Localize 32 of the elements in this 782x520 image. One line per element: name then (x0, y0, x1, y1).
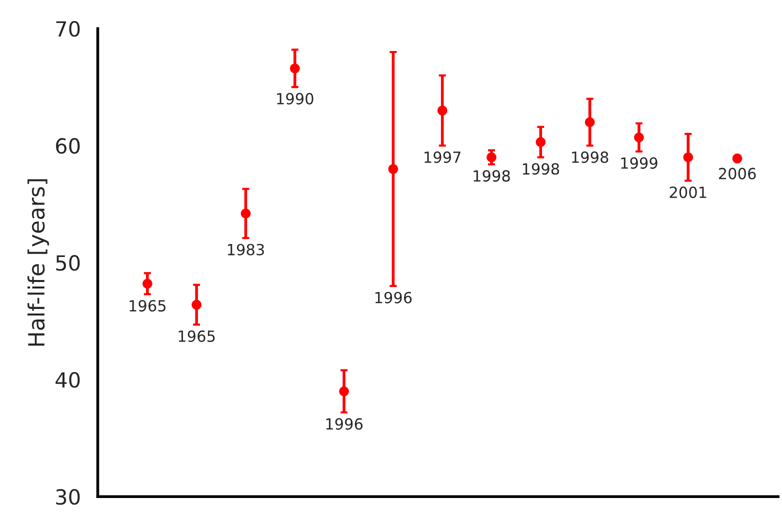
annotation: 1999 (621, 157, 658, 169)
point (732, 154, 742, 164)
point (142, 278, 152, 289)
annotation: 1996 (375, 292, 412, 304)
annotation: 1965 (130, 300, 166, 312)
point (683, 152, 694, 162)
point (388, 164, 398, 174)
point (339, 386, 349, 396)
point (290, 63, 300, 74)
point (634, 132, 644, 142)
annotation: 2006 (718, 168, 756, 180)
y-tick-label: 30 (56, 489, 80, 505)
point (486, 152, 496, 162)
annotation: 1965 (178, 330, 215, 342)
y-axis-title: Half-life [years] (28, 179, 50, 346)
annotation: 1998 (474, 170, 510, 182)
y-tick-label: 40 (56, 372, 80, 388)
point (536, 137, 546, 147)
annotation: 1998 (522, 163, 560, 175)
y-tick-label: 60 (56, 138, 80, 154)
annotation: 1996 (326, 418, 363, 430)
annotation: 1983 (228, 244, 264, 256)
point (240, 208, 251, 218)
y-tick-label: 70 (56, 21, 80, 37)
y-tick-label: 50 (56, 255, 80, 271)
annotation: 1990 (277, 92, 314, 104)
point (192, 300, 202, 310)
annotation: 2001 (670, 186, 706, 198)
point (437, 106, 448, 116)
annotation: 1997 (424, 151, 460, 163)
annotation: 1998 (572, 151, 608, 163)
point (584, 117, 595, 128)
